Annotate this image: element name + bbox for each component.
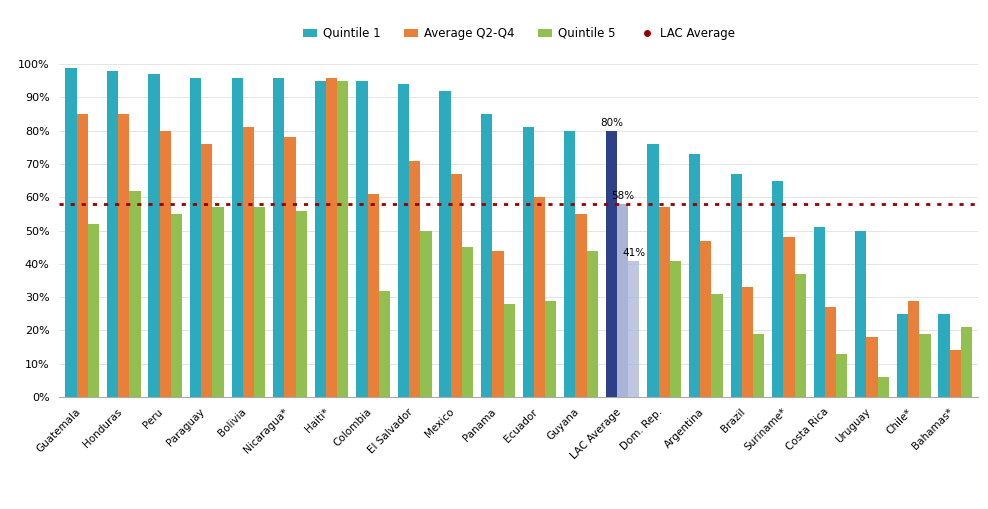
Bar bbox=[378, 291, 390, 397]
Bar bbox=[274, 77, 285, 397]
Bar bbox=[919, 334, 931, 397]
Bar bbox=[65, 68, 76, 397]
Bar bbox=[315, 81, 326, 397]
Bar bbox=[190, 77, 202, 397]
Bar bbox=[689, 154, 700, 397]
Bar bbox=[481, 114, 492, 397]
Bar bbox=[409, 161, 420, 397]
Bar bbox=[647, 144, 659, 397]
Legend: Quintile 1, Average Q2-Q4, Quintile 5, LAC Average: Quintile 1, Average Q2-Q4, Quintile 5, L… bbox=[298, 22, 739, 45]
Bar bbox=[814, 228, 825, 397]
Bar bbox=[212, 207, 223, 397]
Bar bbox=[148, 74, 160, 397]
Bar bbox=[160, 131, 171, 397]
Bar bbox=[534, 197, 545, 397]
Bar bbox=[451, 174, 462, 397]
Bar bbox=[877, 377, 889, 397]
Bar bbox=[76, 114, 88, 397]
Bar bbox=[337, 81, 349, 397]
Bar bbox=[606, 131, 618, 397]
Bar bbox=[866, 337, 877, 397]
Bar bbox=[730, 174, 742, 397]
Bar bbox=[88, 224, 99, 397]
Bar bbox=[398, 84, 409, 397]
Bar bbox=[753, 334, 764, 397]
Bar bbox=[628, 261, 639, 397]
Bar bbox=[107, 71, 119, 397]
Bar bbox=[504, 304, 515, 397]
Bar bbox=[659, 207, 670, 397]
Text: 80%: 80% bbox=[600, 118, 622, 128]
Bar bbox=[794, 274, 806, 397]
Bar bbox=[783, 237, 794, 397]
Bar bbox=[670, 261, 681, 397]
Bar bbox=[564, 131, 575, 397]
Bar bbox=[897, 314, 908, 397]
Bar bbox=[368, 194, 378, 397]
Bar bbox=[119, 114, 129, 397]
Bar bbox=[202, 144, 212, 397]
Bar bbox=[836, 354, 848, 397]
Bar bbox=[961, 327, 972, 397]
Bar bbox=[949, 350, 961, 397]
Bar bbox=[129, 191, 140, 397]
Bar bbox=[618, 204, 628, 397]
Bar bbox=[462, 247, 473, 397]
Bar bbox=[243, 127, 254, 397]
Bar bbox=[231, 77, 243, 397]
Bar bbox=[420, 231, 432, 397]
Bar bbox=[825, 307, 836, 397]
Bar bbox=[772, 181, 783, 397]
Bar bbox=[492, 250, 504, 397]
Bar bbox=[171, 214, 182, 397]
Bar bbox=[357, 81, 368, 397]
Bar bbox=[326, 77, 337, 397]
Text: 41%: 41% bbox=[622, 248, 645, 258]
Bar bbox=[856, 231, 866, 397]
Bar bbox=[908, 300, 919, 397]
Text: 58%: 58% bbox=[612, 191, 634, 202]
Bar bbox=[523, 127, 534, 397]
Bar bbox=[295, 211, 307, 397]
Bar bbox=[285, 137, 295, 397]
Bar bbox=[939, 314, 949, 397]
Bar bbox=[711, 294, 722, 397]
Bar bbox=[742, 287, 753, 397]
Bar bbox=[587, 250, 598, 397]
Bar bbox=[700, 241, 711, 397]
Bar bbox=[440, 91, 451, 397]
Bar bbox=[545, 300, 556, 397]
Bar bbox=[575, 214, 587, 397]
Bar bbox=[254, 207, 266, 397]
